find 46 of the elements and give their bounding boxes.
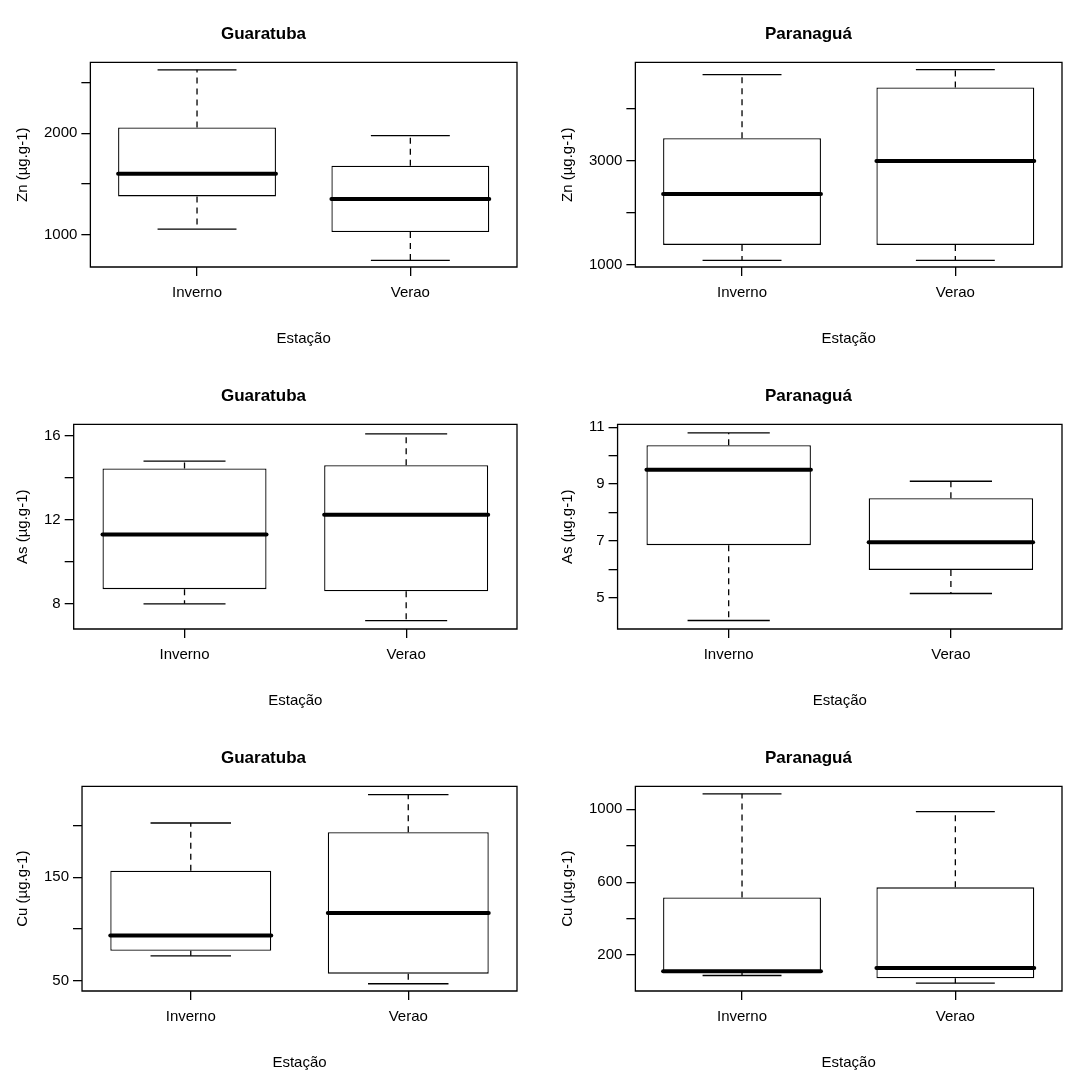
y-tick-label: 11 (588, 417, 605, 435)
x-tick-label: Inverno (717, 283, 768, 301)
y-tick-label: 1000 (43, 224, 78, 242)
y-tick-label: 16 (44, 426, 61, 444)
x-tick-label: Verao (935, 1007, 975, 1025)
x-tick-label: Verao (386, 645, 426, 663)
y-axis-title: Cu (µg.g-1) (13, 850, 31, 927)
chart-title: Paranaguá (765, 385, 853, 405)
y-tick-label: 1000 (588, 799, 623, 817)
y-axis-title: Cu (µg.g-1) (558, 850, 576, 927)
x-axis-title: Estação (821, 329, 876, 347)
x-tick-label: Verao (388, 1007, 428, 1025)
x-tick-label: Inverno (703, 645, 754, 663)
x-tick-label: Inverno (172, 283, 223, 301)
x-tick-label: Inverno (159, 645, 210, 663)
chart-title: Paranaguá (765, 23, 853, 43)
y-tick-label: 9 (596, 474, 605, 492)
y-tick-label: 7 (596, 531, 605, 549)
y-tick-label: 200 (597, 945, 623, 963)
y-tick-label: 12 (44, 510, 61, 528)
y-tick-label: 2000 (43, 123, 78, 141)
y-tick-label: 3000 (588, 151, 623, 169)
y-tick-label: 5 (596, 587, 605, 605)
x-tick-label: Verao (935, 283, 975, 301)
y-tick-label: 1000 (588, 255, 623, 273)
chart-title: Paranaguá (765, 747, 853, 767)
y-axis-title: As (µg.g-1) (13, 489, 31, 564)
y-tick-label: 600 (597, 872, 623, 890)
y-axis-title: Zn (µg.g-1) (13, 127, 31, 202)
chart-title: Guaratuba (220, 385, 307, 405)
chart-title: Guaratuba (220, 23, 307, 43)
x-tick-label: Verao (390, 283, 430, 301)
x-tick-label: Inverno (165, 1007, 216, 1025)
y-tick-label: 8 (52, 593, 61, 611)
x-axis-title: Estação (276, 329, 331, 347)
x-tick-label: Verao (931, 645, 971, 663)
x-axis-title: Estação (821, 1053, 876, 1071)
x-tick-label: Inverno (717, 1007, 768, 1025)
y-axis-title: Zn (µg.g-1) (558, 127, 576, 202)
x-axis-title: Estação (268, 691, 323, 709)
chart-title: Guaratuba (220, 747, 307, 767)
y-axis-title: As (µg.g-1) (558, 489, 576, 564)
y-tick-label: 150 (44, 867, 70, 885)
x-axis-title: Estação (812, 691, 867, 709)
x-axis-title: Estação (272, 1053, 327, 1071)
y-tick-label: 50 (52, 970, 70, 988)
